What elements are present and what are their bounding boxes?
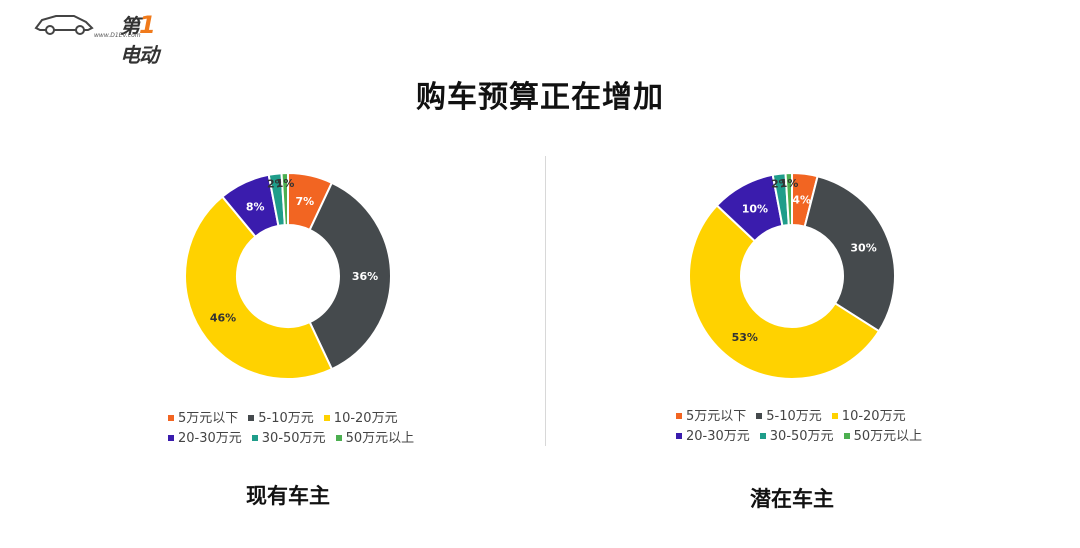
data-label-6: 1%	[780, 177, 799, 190]
data-label-3: 53%	[732, 331, 758, 344]
legend-label: 30-50万元	[261, 431, 326, 446]
chart-title-potential-owners: 潜在车主	[750, 487, 834, 511]
data-label-4: 10%	[742, 203, 768, 216]
legend-item: 30-50万元	[251, 429, 326, 449]
legend-item: 50万元以上	[335, 429, 415, 449]
legend-item: 30-50万元	[759, 427, 834, 447]
legend-label: 20-30万元	[178, 431, 242, 446]
legend-item: 5-10万元	[248, 409, 314, 429]
legend-label: 10-20万元	[333, 411, 398, 426]
legend-row: 5万元以下 5-10万元 10-20万元	[168, 409, 424, 429]
legend-marker	[335, 434, 342, 441]
data-label-3: 46%	[210, 311, 236, 324]
donut-chart-potential-owners: 4% 30% 53% 10%2%1%	[688, 171, 896, 380]
slice-3	[184, 195, 334, 380]
slice-2	[308, 181, 392, 371]
legend-label: 50万元以上	[345, 431, 415, 446]
legend-marker	[323, 414, 330, 421]
legend-marker	[843, 432, 850, 439]
legend-item: 20-30万元	[676, 427, 750, 447]
data-label-1: 4%	[792, 194, 811, 207]
legend-marker	[831, 412, 838, 419]
data-label-5: 2%	[267, 178, 286, 191]
legend-potential-owners: 5万元以下 5-10万元 10-20万元 20-30万元 30-50万元 50万元以上	[676, 407, 932, 447]
legend-marker	[168, 414, 174, 421]
legend-label: 5-10万元	[258, 411, 314, 426]
legend-existing-owners: 5万元以下 5-10万元 10-20万元 20-30万元 30-50万元 50万元以上	[168, 409, 424, 449]
legend-item: 5-10万元	[756, 407, 822, 427]
legend-marker	[676, 412, 682, 419]
legend-label: 5-10万元	[766, 409, 822, 424]
data-label-1: 7%	[295, 195, 314, 208]
legend-label: 30-50万元	[769, 429, 834, 444]
legend-row: 20-30万元 30-50万元 50万元以上	[168, 429, 424, 449]
legend-row: 5万元以下 5-10万元 10-20万元	[676, 407, 932, 427]
legend-row: 20-30万元 30-50万元 50万元以上	[676, 427, 932, 447]
donut-chart-existing-owners: 7% 36% 46% 8%2%1%	[184, 171, 392, 380]
slice-2	[803, 175, 896, 333]
chart-title-existing-owners: 现有车主	[246, 484, 330, 508]
data-label-4: 8%	[246, 200, 265, 213]
legend-label: 5万元以下	[178, 411, 239, 426]
legend-marker	[759, 432, 766, 439]
slice-3	[688, 204, 881, 380]
legend-item: 50万元以上	[843, 427, 923, 447]
legend-marker	[248, 414, 255, 421]
data-label-6: 1%	[276, 177, 295, 190]
logo-text: 第1电动	[120, 11, 159, 67]
logo: 第1电动 www.D1EV.com	[34, 6, 164, 67]
slice-6	[784, 171, 793, 227]
legend-marker	[756, 412, 763, 419]
legend-marker	[251, 434, 258, 441]
page-title: 购车预算正在增加	[416, 80, 664, 115]
data-label-2: 36%	[352, 270, 378, 283]
legend-label: 50万元以上	[853, 429, 923, 444]
data-label-2: 30%	[850, 242, 876, 255]
legend-marker	[676, 432, 682, 439]
logo-url: www.D1EV.com	[94, 32, 141, 39]
legend-item: 10-20万元	[323, 409, 398, 429]
legend-item: 20-30万元	[168, 429, 242, 449]
legend-item: 5万元以下	[168, 409, 238, 429]
legend-marker	[168, 434, 174, 441]
legend-label: 10-20万元	[841, 409, 906, 424]
divider	[545, 156, 546, 446]
data-label-5: 2%	[771, 178, 790, 191]
legend-item: 5万元以下	[676, 407, 746, 427]
car-icon	[34, 15, 94, 35]
legend-item: 10-20万元	[831, 407, 906, 427]
legend-label: 5万元以下	[686, 409, 747, 424]
slice-6	[280, 171, 289, 227]
legend-label: 20-30万元	[686, 429, 750, 444]
